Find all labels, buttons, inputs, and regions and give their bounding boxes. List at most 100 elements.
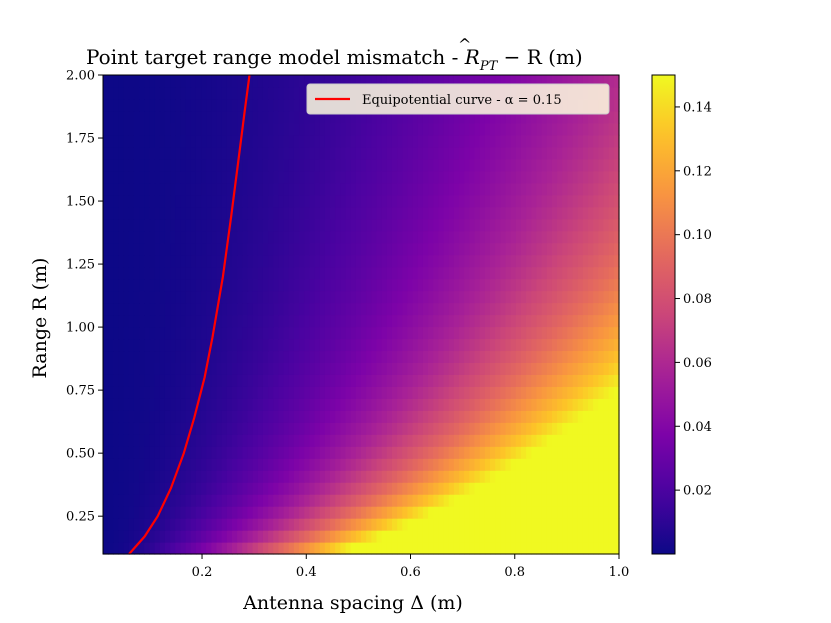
heatmap-cell (438, 518, 445, 531)
heatmap-cell (510, 302, 517, 316)
heatmap-cell (128, 182, 135, 196)
heatmap-cell (613, 86, 620, 100)
heatmap-cell (133, 362, 140, 375)
heatmap-cell (443, 458, 450, 471)
heatmap-cell (293, 422, 300, 435)
heatmap-cell (366, 362, 372, 375)
heatmap-cell (283, 470, 290, 483)
heatmap-cell (479, 338, 486, 352)
heatmap-cell (428, 302, 434, 316)
heatmap-cell (190, 86, 197, 100)
heatmap-cell (407, 254, 414, 268)
heatmap-cell (226, 326, 233, 340)
heatmap-cell (133, 398, 140, 411)
heatmap-cell (417, 518, 424, 531)
heatmap-cell (417, 302, 424, 316)
heatmap-cell (164, 110, 171, 124)
heatmap-cell (526, 326, 532, 340)
heatmap-cell (376, 410, 383, 423)
heatmap-cell (118, 542, 125, 555)
heatmap-cell (268, 530, 274, 543)
heatmap-cell (443, 314, 450, 328)
heatmap-cell (242, 314, 249, 328)
heatmap-cell (582, 458, 589, 471)
heatmap-cell (397, 434, 403, 447)
heatmap-cell (288, 146, 295, 160)
heatmap-cell (340, 374, 347, 387)
heatmap-cell (319, 470, 326, 483)
heatmap-cell (154, 422, 161, 435)
heatmap-cell (510, 494, 517, 507)
heatmap-cell (175, 398, 181, 411)
heatmap-cell (490, 446, 496, 459)
heatmap-cell (572, 110, 579, 124)
heatmap-cell (474, 518, 481, 531)
heatmap-cell (469, 206, 476, 220)
heatmap-cell (484, 398, 491, 411)
heatmap-cell (242, 350, 249, 363)
heatmap-cell (335, 134, 341, 148)
heatmap-cell (608, 182, 615, 196)
heatmap-cell (433, 530, 439, 543)
heatmap-cell (273, 518, 280, 531)
heatmap-cell (484, 314, 491, 328)
heatmap-cell (551, 518, 558, 531)
heatmap-cell (526, 266, 532, 280)
heatmap-cell (541, 362, 548, 375)
heatmap-cell (510, 278, 517, 292)
heatmap-cell (567, 338, 574, 352)
heatmap-cell (484, 170, 491, 184)
heatmap-cell (577, 242, 584, 256)
heatmap-cell (557, 302, 563, 316)
heatmap-cell (278, 75, 285, 88)
heatmap-cell (278, 410, 285, 423)
heatmap-cell (603, 158, 610, 172)
heatmap-cell (133, 98, 140, 112)
heatmap-cell (185, 494, 192, 507)
heatmap-cell (139, 182, 145, 196)
heatmap-cell (232, 218, 238, 232)
heatmap-cell (417, 326, 424, 340)
heatmap-cell (536, 350, 543, 363)
heatmap-cell (149, 314, 156, 328)
heatmap-cell (562, 182, 568, 196)
heatmap-cell (588, 482, 594, 495)
heatmap-cell (319, 398, 326, 411)
heatmap-cell (598, 386, 605, 399)
heatmap-cell (397, 314, 403, 328)
heatmap-cell (562, 506, 568, 519)
heatmap-cell (422, 134, 429, 148)
heatmap-cell (252, 266, 259, 280)
heatmap-cell (376, 134, 383, 148)
heatmap-cell (438, 470, 445, 483)
heatmap-cell (567, 278, 574, 292)
heatmap-cell (190, 218, 197, 232)
heatmap-cell (273, 530, 280, 543)
heatmap-cell (350, 542, 357, 555)
heatmap-cell (510, 518, 517, 531)
heatmap-cell (278, 326, 285, 340)
heatmap-cell (572, 494, 579, 507)
heatmap-cell (108, 338, 114, 352)
heatmap-cell (195, 158, 202, 172)
heatmap-cell (195, 110, 202, 124)
heatmap-cell (164, 434, 171, 447)
heatmap-cell (262, 350, 269, 363)
heatmap-cell (118, 470, 125, 483)
heatmap-cell (551, 194, 558, 208)
heatmap-cell (118, 290, 125, 304)
heatmap-cell (361, 446, 367, 459)
heatmap-cell (613, 326, 620, 340)
heatmap-cell (428, 482, 434, 495)
heatmap-cell (113, 338, 120, 352)
heatmap-cell (526, 314, 532, 328)
heatmap-cell (562, 266, 568, 280)
heatmap-cell (237, 326, 243, 340)
heatmap-cell (232, 146, 238, 160)
heatmap-cell (278, 254, 285, 268)
heatmap-cell (371, 182, 378, 196)
heatmap-cell (546, 434, 553, 447)
heatmap-cell (164, 230, 171, 244)
heatmap-cell (195, 386, 202, 399)
heatmap-cell (376, 350, 383, 363)
